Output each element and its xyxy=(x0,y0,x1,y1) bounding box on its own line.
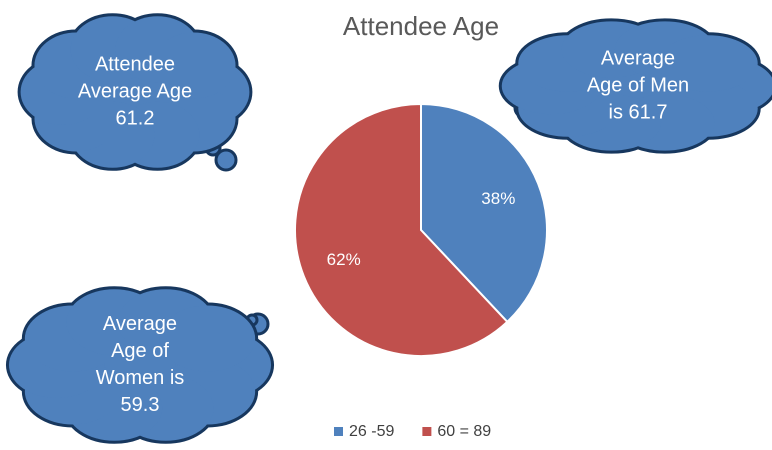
cloud-text: 61.2 xyxy=(116,107,155,129)
slice-label: 38% xyxy=(481,189,515,208)
legend-swatch xyxy=(422,427,432,436)
chart-title: Attendee Age xyxy=(343,11,499,41)
cloud-text: 59.3 xyxy=(121,394,160,416)
legend-label: 26 -59 xyxy=(349,423,394,440)
cloud-part xyxy=(151,32,236,99)
cloud-text: Average xyxy=(103,313,177,335)
cloud-text: Average Age xyxy=(78,80,192,102)
cloud-text: Age of xyxy=(111,340,169,362)
cloud-callout: Average Age of Men is 61.7 xyxy=(498,18,772,154)
cloud-text: Attendee xyxy=(95,53,175,75)
cloud-text: is 61.7 xyxy=(609,101,668,123)
legend-swatch xyxy=(334,427,343,436)
slice-label: 62% xyxy=(327,250,361,269)
cloud-callout: Attendee Average Age 61.2 xyxy=(17,13,253,172)
cloud-text: Age of Men xyxy=(587,74,689,96)
cloud-text: Average xyxy=(601,47,675,69)
cloud-tail xyxy=(214,148,238,172)
pie-slice xyxy=(294,102,509,357)
cloud-part xyxy=(658,35,758,92)
cloud-callout: Average Age of Women is 59.3 xyxy=(5,286,275,444)
legend-label: 60 = 89 xyxy=(437,423,491,440)
pie-slice xyxy=(420,102,548,324)
cloud-text: Women is xyxy=(96,367,185,389)
cloud-part xyxy=(159,305,256,372)
